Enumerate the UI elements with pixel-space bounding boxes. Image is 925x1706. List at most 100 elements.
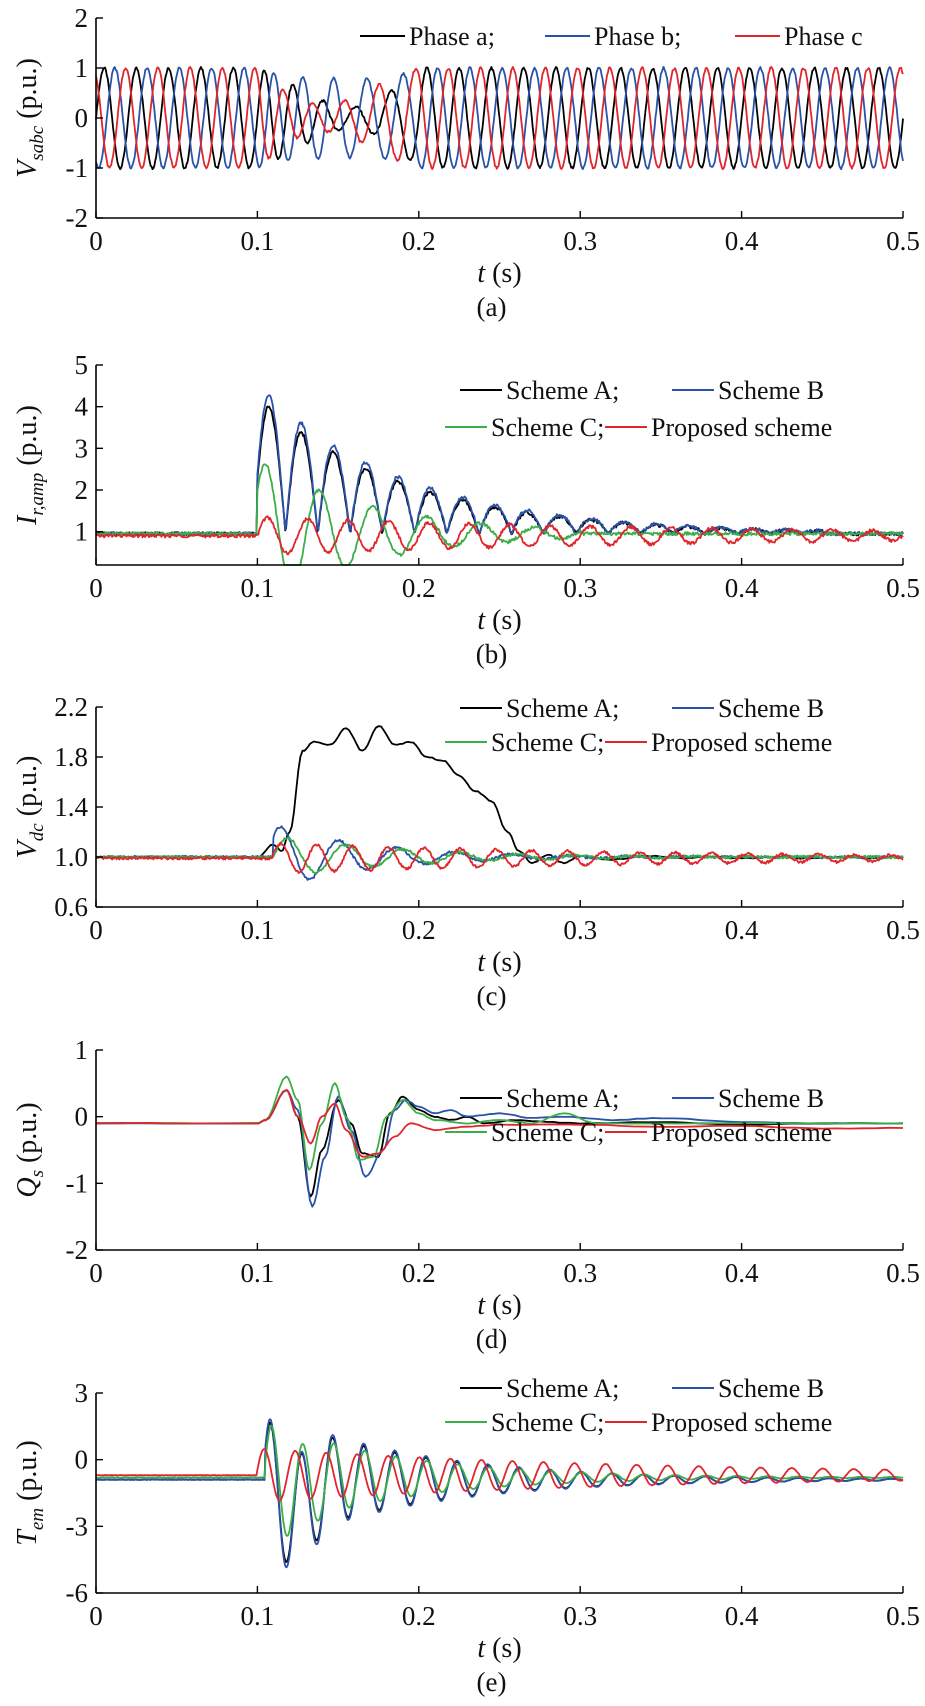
y-tick-label: 1	[75, 53, 89, 83]
x-tick-label: 0.5	[886, 573, 920, 603]
legend-label: Phase a;	[409, 22, 495, 51]
x-tick-label: 0.3	[563, 915, 597, 945]
y-tick-label: 5	[75, 350, 89, 380]
legend-label: Scheme C;	[491, 1408, 604, 1437]
y-tick-label: 3	[75, 433, 89, 463]
series-line-a-phase-c	[95, 66, 904, 171]
y-axis-label: Tem (p.u.)	[12, 1440, 48, 1545]
x-tick-label: 0	[89, 1258, 103, 1288]
x-tick-label: 0	[89, 1601, 103, 1631]
y-tick-label: 1.0	[54, 842, 88, 872]
panel-caption: (c)	[477, 981, 507, 1011]
x-tick-label: 0.4	[725, 915, 759, 945]
x-axis-label: t (s)	[477, 605, 521, 636]
panel-caption: (a)	[477, 292, 507, 322]
x-tick-label: 0.2	[402, 1601, 436, 1631]
x-tick-label: 0.4	[725, 226, 759, 256]
x-tick-label: 0.1	[241, 226, 275, 256]
x-axis-label: t (s)	[477, 258, 521, 289]
y-tick-label: 4	[75, 392, 89, 422]
x-tick-label: 0.4	[725, 573, 759, 603]
legend-label: Phase b;	[594, 22, 681, 51]
legend-label: Scheme A;	[506, 694, 619, 723]
y-tick-label: 0	[75, 1445, 89, 1475]
y-axis-label: Vsabc (p.u.)	[12, 58, 48, 178]
x-tick-label: 0.2	[402, 1258, 436, 1288]
x-tick-label: 0.3	[563, 573, 597, 603]
y-tick-label: 0.6	[54, 892, 88, 922]
x-tick-label: 0.1	[241, 573, 275, 603]
x-tick-label: 0.5	[886, 226, 920, 256]
series-line-b-scheme-c	[95, 463, 904, 566]
panel-caption: (b)	[476, 639, 507, 669]
panel-caption: (d)	[476, 1324, 507, 1354]
legend-label: Scheme B	[718, 1084, 824, 1113]
legend-label: Scheme C;	[491, 1118, 604, 1147]
y-tick-label: 1.8	[54, 742, 88, 772]
series-line-d-scheme-b	[95, 1088, 904, 1208]
series-line-e-proposed-scheme	[95, 1448, 904, 1502]
x-tick-label: 0.2	[402, 915, 436, 945]
series-line-a-phase-a	[95, 66, 904, 171]
x-axis-label: t (s)	[477, 1633, 521, 1664]
y-axis-label: Qs (p.u.)	[12, 1102, 48, 1197]
y-tick-label: -2	[66, 1235, 89, 1265]
x-tick-label: 0.3	[563, 1258, 597, 1288]
x-tick-label: 0.4	[725, 1258, 759, 1288]
legend-label: Scheme A;	[506, 376, 619, 405]
legend-label: Scheme B	[718, 1374, 824, 1403]
x-tick-label: 0.5	[886, 1258, 920, 1288]
legend-label: Scheme A;	[506, 1374, 619, 1403]
series-line-d-proposed-scheme	[95, 1089, 904, 1158]
legend-label: Scheme A;	[506, 1084, 619, 1113]
y-tick-label: -1	[66, 1168, 89, 1198]
y-axis-label: Vdc (p.u.)	[12, 756, 48, 859]
y-tick-label: 2	[75, 3, 89, 33]
x-tick-label: 0.5	[886, 1601, 920, 1631]
series-line-a-phase-b	[95, 65, 904, 171]
x-tick-label: 0	[89, 915, 103, 945]
x-tick-label: 0.2	[402, 573, 436, 603]
x-axis-label: t (s)	[477, 947, 521, 978]
x-axis-label: t (s)	[477, 1290, 521, 1321]
x-tick-label: 0.1	[241, 1601, 275, 1631]
y-tick-label: -1	[66, 153, 89, 183]
legend-label: Proposed scheme	[651, 1118, 832, 1147]
series-line-e-scheme-b	[95, 1418, 904, 1569]
y-tick-label: 1.4	[54, 792, 88, 822]
x-tick-label: 0.1	[241, 915, 275, 945]
x-tick-label: 0.3	[563, 1601, 597, 1631]
y-tick-label: -6	[66, 1578, 89, 1608]
y-tick-label: 3	[75, 1378, 89, 1408]
x-tick-label: 0	[89, 573, 103, 603]
y-tick-label: 2	[75, 475, 89, 505]
legend-label: Scheme C;	[491, 413, 604, 442]
y-tick-label: 1	[75, 1035, 89, 1065]
y-axis-label: Ir,amp (p.u.)	[12, 405, 48, 526]
legend-label: Scheme B	[718, 376, 824, 405]
series-line-e-scheme-a	[95, 1421, 903, 1563]
legend-label: Proposed scheme	[651, 728, 832, 757]
series-line-d-scheme-c	[96, 1075, 904, 1171]
x-tick-label: 0	[89, 226, 103, 256]
x-tick-label: 0.5	[886, 915, 920, 945]
x-tick-label: 0.3	[563, 226, 597, 256]
panel-caption: (e)	[477, 1667, 507, 1697]
series-line-c-proposed-scheme	[95, 841, 904, 874]
legend-label: Scheme C;	[491, 728, 604, 757]
x-tick-label: 0.2	[402, 226, 436, 256]
y-tick-label: 1	[75, 517, 89, 547]
x-tick-label: 0.4	[725, 1601, 759, 1631]
series-line-b-proposed-scheme	[95, 515, 904, 556]
y-tick-label: 0	[75, 1102, 89, 1132]
legend-label: Proposed scheme	[651, 1408, 832, 1437]
legend-label: Scheme B	[718, 694, 824, 723]
x-tick-label: 0.1	[241, 1258, 275, 1288]
y-tick-label: -3	[66, 1511, 89, 1541]
legend-label: Phase c	[784, 22, 863, 51]
y-tick-label: 0	[75, 103, 89, 133]
legend-label: Proposed scheme	[651, 413, 832, 442]
y-tick-label: 2.2	[54, 692, 88, 722]
y-tick-label: -2	[66, 203, 89, 233]
